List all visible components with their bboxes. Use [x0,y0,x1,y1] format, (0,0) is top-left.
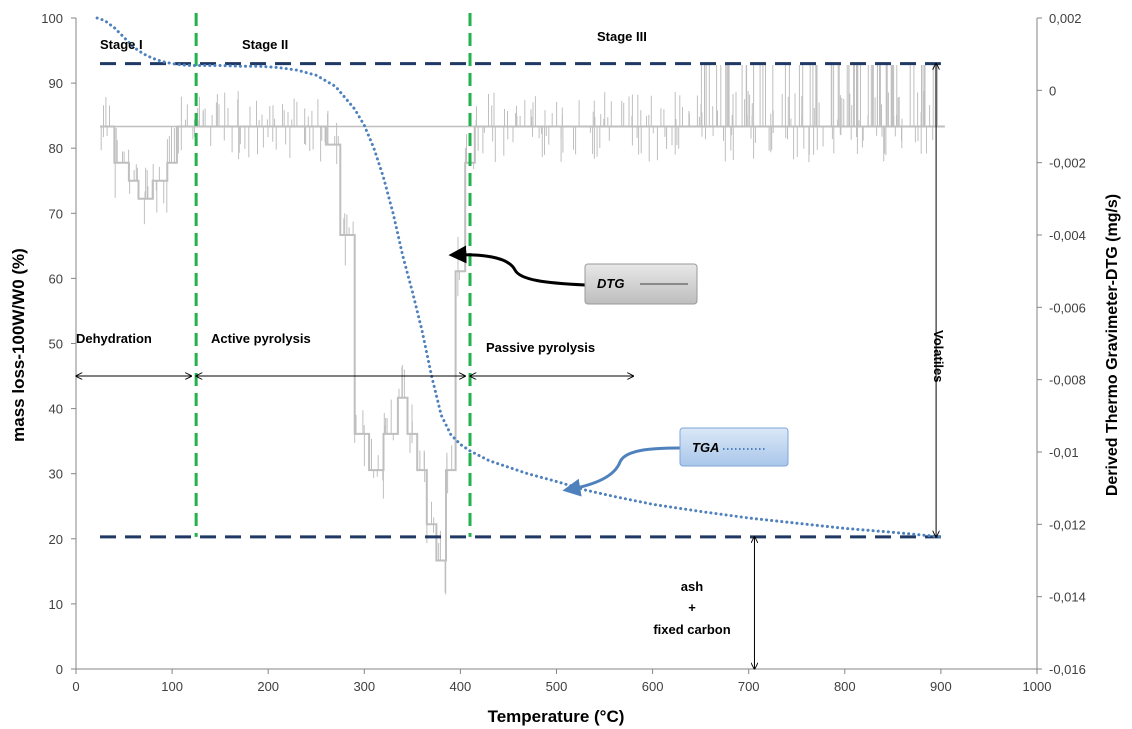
x-tick-label: 700 [738,679,760,694]
y2-tick-label: -0,004 [1049,228,1086,243]
y-tick-label: 50 [49,337,63,352]
y-tick-label: 90 [49,76,63,91]
y-axis-title: mass loss-100W/W0 (%) [9,248,28,442]
x-tick-label: 400 [450,679,472,694]
stage-2-label: Stage II [242,37,288,52]
tga-callout-text: TGA [692,440,719,455]
y-tick-label: 20 [49,532,63,547]
x-tick-label: 500 [546,679,568,694]
y-tick-label: 80 [49,141,63,156]
y2-tick-label: -0,014 [1049,590,1086,605]
y-tick-label: 30 [49,467,63,482]
ash-label: ash [681,579,703,594]
y2-tick-label: -0,016 [1049,662,1086,677]
tga-callout: TGA [562,427,789,497]
tga-line [95,16,943,539]
y-tick-label: 60 [49,271,63,286]
region-arrows [76,64,936,669]
y-tick-label: 0 [56,662,63,677]
y-tick-label: 100 [41,11,63,26]
dtg-callout-text: DTG [597,276,624,291]
y-tick-label: 10 [49,597,63,612]
dtg-callout-arrow [448,245,586,287]
x-tick-label: 200 [257,679,279,694]
dtg-callout: DTG [448,245,698,305]
x-tick-label: 300 [353,679,375,694]
reference-lines [100,13,941,539]
dehydration-label: Dehydration [76,331,152,346]
y2-tick-label: -0,002 [1049,156,1086,171]
y2-tick-label: -0,012 [1049,517,1086,532]
x-tick-label: 1000 [1023,679,1052,694]
plus-label: + [688,600,696,615]
volatiles-label: Volatiles [931,330,946,383]
x-tick-label: 800 [834,679,856,694]
y2-tick-label: -0,006 [1049,300,1086,315]
x-tick-label: 100 [161,679,183,694]
x-tick-label: 900 [930,679,952,694]
x-tick-label: 0 [72,679,79,694]
y2-axis-title: Derived Thermo Gravimeter-DTG (mg/s) [1104,194,1121,496]
y-tick-label: 40 [49,402,63,417]
tga-callout-arrow [562,446,681,497]
y2-tick-label: -0,008 [1049,373,1086,388]
stage-1-label: Stage I [100,37,143,52]
tga-series [95,16,943,539]
stage-3-label: Stage III [597,29,647,44]
x-tick-label: 600 [642,679,664,694]
y2-tick-label: 0,002 [1049,11,1082,26]
fixed-carbon-label: fixed carbon [653,622,730,637]
passive-pyrolysis-label: Passive pyrolysis [486,340,595,355]
y2-tick-label: 0 [1049,83,1056,98]
dtg-series [100,65,945,595]
y2-tick-label: -0,01 [1049,445,1079,460]
y-tick-label: 70 [49,206,63,221]
tick-layer: 0 100 200 300 400 500 600 700 800 900 100001020304… [41,11,1086,694]
tga-callout-box [679,427,789,467]
active-pyrolysis-label: Active pyrolysis [211,331,311,346]
x-axis-title: Temperature (°C) [488,707,625,726]
